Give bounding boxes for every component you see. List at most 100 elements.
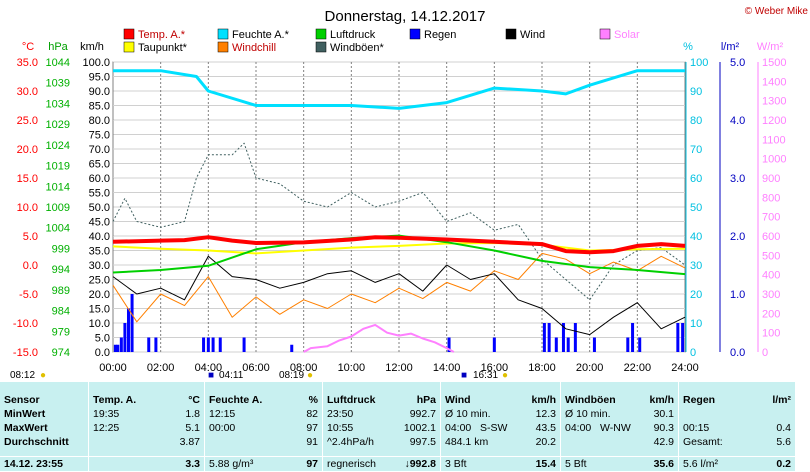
wind-max-time: 04:00 S-SW [445,422,508,434]
wind-tick-label: 35.0 [89,246,110,258]
press-max-time: 10:55 [327,422,354,434]
solar-tick-label: 200 [762,308,780,320]
solar-tick-label: 300 [762,289,780,301]
rain-max-time: 00:15 [683,422,710,434]
legend-label: Feuchte A.* [232,29,290,41]
col-gusts: Windböen km/h Ø 10 min. 30.1 04:00 W-NW 90.… [561,382,678,471]
x-tick-label: 04:00 [195,362,223,374]
wind-tick-label: 90.0 [89,86,110,98]
label-min: MinWert [4,408,46,420]
legend-swatch [505,28,517,40]
solar-tick-label: 1200 [762,115,786,127]
chart-svg: Donnerstag, 14.12.2017 © Weber Mike Temp. … [13,6,809,374]
x-tick-label: 08:00 [290,362,318,374]
rain-tick-label: 4.0 [730,115,745,127]
temp-max-time: 12:25 [93,422,120,434]
solar-tick-label: 1000 [762,154,786,166]
header-sensor: Sensor [4,394,40,406]
sunrise2-label: 08:19 [279,370,305,381]
hum-current: 97 [306,458,318,470]
series-windchill [112,252,686,323]
solar-tick-label: 1400 [762,76,786,88]
wind-tick-label: 30.0 [89,260,110,272]
rain-tick-label: 0.0 [730,347,745,359]
press-tick-label: 1014 [46,181,70,193]
rain-tick-label: 3.0 [730,173,745,185]
unit-humidity: % [308,394,318,406]
wind-tick-label: 5.0 [95,333,110,345]
sun-icon: ● [502,370,509,381]
rain-bar [542,323,546,352]
solar-tick-label: 1300 [762,96,786,108]
rain-bar [573,323,577,352]
gust-bft: 5 Bft [565,458,587,470]
rain-bar [554,337,558,352]
wind-tick-label: 10.0 [89,318,110,330]
press-tick-label: 974 [52,347,70,359]
wind-avg10: 12.3 [535,408,556,420]
rain-bar [626,337,630,352]
wind-bft: 3 Bft [445,458,467,470]
press-tick-label: 1024 [46,140,70,152]
temp-tick-label: 10.0 [17,202,38,214]
series-wind [112,255,686,336]
solar-tick-label: 900 [762,173,780,185]
temp-tick-label: 35.0 [17,57,38,69]
axis-unit-wind: km/h [80,41,104,53]
label-avg: Durchschnitt [4,436,69,448]
press-max: 1002.1 [403,422,436,434]
header-pressure: Luftdruck [327,394,376,406]
legend-label: Taupunkt* [138,42,188,54]
rain-tick-label: 1.0 [730,289,745,301]
press-min-time: 23:50 [327,408,354,420]
temp-tick-label: -5.0 [19,289,38,301]
legend-swatch [315,28,327,40]
unit-wind: km/h [531,394,556,406]
press-tick-label: 1019 [46,161,70,173]
humidity-tick-label: 60 [690,173,702,185]
humidity-tick-label: 100 [690,57,708,69]
rain-bar [154,337,158,352]
rain-bar [119,337,123,352]
wind-tick-label: 70.0 [89,144,110,156]
wind-tick-label: 45.0 [89,217,110,229]
hum-max-time: 00:00 [209,422,236,434]
wind-current: 15.4 [535,458,556,470]
press-tick-label: 1034 [46,98,70,110]
temp-tick-label: 15.0 [17,173,38,185]
x-tick-label: 00:00 [99,362,127,374]
weather-chart: Donnerstag, 14.12.2017 © Weber Mike Temp. … [13,6,809,374]
wind-tick-label: 55.0 [89,188,110,200]
temp-tick-label: 20.0 [17,144,38,156]
legend-swatch [217,41,229,53]
temp-tick-label: 25.0 [17,115,38,127]
solar-tick-label: 100 [762,328,780,340]
hum-min: 82 [306,408,318,420]
x-tick-label: 16:00 [481,362,509,374]
moonset-icon: ■ [461,370,468,381]
legend-swatch [217,28,229,40]
legend-label: Solar [614,29,640,41]
col-temp: Temp. A. °C 19:35 1.8 12:25 5.1 3.87 3.3 [89,382,204,471]
rain-current: 0.2 [776,458,791,470]
gust-avg: 42.9 [653,436,674,448]
axis-unit-press: hPa [48,41,68,53]
press-trend: ^2.4hPa/h [327,436,374,448]
wind-tick-label: 25.0 [89,275,110,287]
gust-avg-label: Ø 10 min. [565,408,611,420]
humidity-tick-label: 80 [690,115,702,127]
rain-bar [116,344,120,352]
press-tick-label: 1004 [46,223,70,235]
abs-humidity: 5.88 g/m³ [209,458,254,470]
sun-icon: ● [40,370,47,381]
wind-tick-label: 60.0 [89,173,110,185]
humidity-tick-label: 0 [690,347,696,359]
solar-tick-label: 400 [762,270,780,282]
rain-bar [290,344,294,352]
hum-max: 97 [306,422,318,434]
legend-label: Wind [520,29,545,41]
rain-bar [566,337,570,352]
legend-label: Regen [424,29,456,41]
temp-tick-label: -15.0 [13,347,38,359]
x-tick-label: 24:00 [671,362,699,374]
